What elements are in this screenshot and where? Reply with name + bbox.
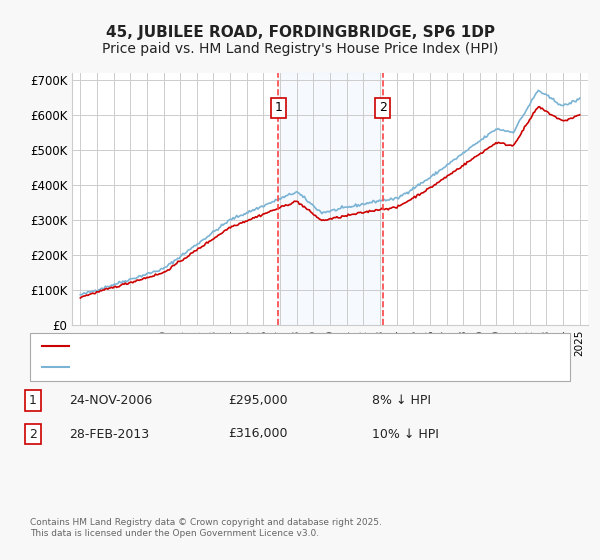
Text: £295,000: £295,000: [228, 394, 287, 407]
Text: 10% ↓ HPI: 10% ↓ HPI: [372, 427, 439, 441]
Text: 1: 1: [29, 394, 37, 407]
Text: 1: 1: [274, 101, 283, 114]
Text: Price paid vs. HM Land Registry's House Price Index (HPI): Price paid vs. HM Land Registry's House …: [102, 42, 498, 56]
Text: £316,000: £316,000: [228, 427, 287, 441]
Bar: [278, 73, 383, 325]
Text: 45, JUBILEE ROAD, FORDINGBRIDGE, SP6 1DP (detached house): 45, JUBILEE ROAD, FORDINGBRIDGE, SP6 1DP…: [72, 340, 428, 351]
Text: 8% ↓ HPI: 8% ↓ HPI: [372, 394, 431, 407]
Text: 2: 2: [29, 427, 37, 441]
Text: HPI: Average price, detached house, New Forest: HPI: Average price, detached house, New …: [72, 362, 340, 372]
Text: 28-FEB-2013: 28-FEB-2013: [69, 427, 149, 441]
Text: Contains HM Land Registry data © Crown copyright and database right 2025.
This d: Contains HM Land Registry data © Crown c…: [30, 518, 382, 538]
Text: 45, JUBILEE ROAD, FORDINGBRIDGE, SP6 1DP: 45, JUBILEE ROAD, FORDINGBRIDGE, SP6 1DP: [106, 25, 494, 40]
Text: 24-NOV-2006: 24-NOV-2006: [69, 394, 152, 407]
Text: 2: 2: [379, 101, 387, 114]
